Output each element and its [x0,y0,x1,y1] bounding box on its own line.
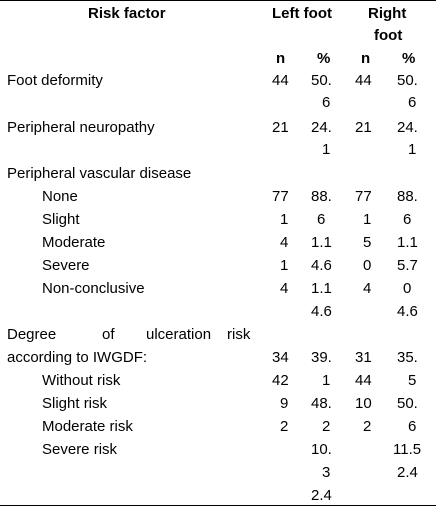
cell-left-n: 9 [280,395,289,412]
cell-right-pct-cont: 4.6 [397,303,418,320]
cell-right-pct-cont: 6 [408,94,417,111]
cell-right-n: 2 [363,418,372,435]
cell-left-pct: 50. [311,72,332,89]
header-n-left: n [276,50,286,67]
row-label: Severe risk [42,441,118,458]
cell-right-pct: 1.1 [397,234,418,251]
row-label: Without risk [42,372,121,389]
cell-left-pct: 1.1 [311,280,332,297]
cell-left-pct: 2 [322,418,331,435]
row-label: None [42,188,78,205]
cell-left-pct-cont: 2.4 [311,487,332,504]
cell-right-pct-cont: 2.4 [397,464,418,481]
row-label-word: ulceration [146,326,212,343]
cell-left-n: 2 [280,418,289,435]
cell-left-n: 44 [272,72,289,89]
cell-right-n: 31 [355,349,372,366]
cell-right-n: 1 [363,211,372,228]
cell-left-pct: 24. [311,119,332,136]
row-label-word: risk [227,326,251,343]
row-label: Slight [42,211,80,228]
cell-right-pct: 0 [403,280,412,297]
cell-right-pct: 5.7 [397,257,418,274]
cell-right-pct: 6 [408,418,417,435]
header-right-foot: Right [368,5,407,22]
cell-left-n: 21 [272,119,289,136]
row-label-word: of [102,326,115,343]
cell-right-pct-cont: 1 [408,141,417,158]
cell-left-pct-cont: 3 [322,464,331,481]
cell-right-n: 77 [355,188,372,205]
header-n-right: n [361,50,371,67]
cell-left-pct: 10. [311,441,332,458]
row-label: Non-conclusive [42,280,145,297]
cell-left-n: 34 [272,349,289,366]
row-label-word: Degree [7,326,57,343]
row-label: Foot deformity [7,72,103,89]
cell-left-n: 1 [280,211,289,228]
cell-left-n: 1 [280,257,289,274]
header-left-foot: Left foot [272,5,332,22]
header-right-foot-line2: foot [374,27,403,44]
row-label: Moderate [42,234,106,251]
cell-right-pct: 50. [397,395,418,412]
cell-left-pct: 1.1 [311,234,332,251]
cell-right-n: 4 [363,280,372,297]
cell-left-n: 77 [272,188,289,205]
header-pct-left: % [317,50,331,67]
row-label: Slight risk [42,395,108,412]
cell-left-n: 4 [280,280,289,297]
cell-left-pct: 1 [322,372,331,389]
top-rule [0,0,436,1]
row-label: according to IWGDF: [7,349,148,366]
cell-left-pct: 48. [311,395,332,412]
cell-left-n: 42 [272,372,289,389]
cell-right-pct: 35. [397,349,418,366]
cell-right-pct: 88. [397,188,418,205]
header-risk-factor: Risk factor [88,5,166,22]
cell-left-pct: 4.6 [311,257,332,274]
cell-right-n: 21 [355,119,372,136]
cell-right-n: 44 [355,72,372,89]
cell-left-pct-cont: 6 [322,94,331,111]
cell-left-pct-cont: 4.6 [311,303,332,320]
row-label: Peripheral neuropathy [7,119,155,136]
row-label: Moderate risk [42,418,133,435]
cell-right-pct: 6 [403,211,412,228]
cell-right-pct: 50. [397,72,418,89]
cell-right-n: 0 [363,257,372,274]
cell-right-n: 10 [355,395,372,412]
cell-right-pct: 24. [397,119,418,136]
cell-left-pct-cont: 1 [322,141,331,158]
cell-right-n: 44 [355,372,372,389]
cell-left-pct: 88. [311,188,332,205]
cell-left-pct: 6 [317,211,326,228]
cell-left-n: 4 [280,234,289,251]
cell-left-pct: 39. [311,349,332,366]
header-pct-right: % [402,50,416,67]
cell-right-pct: 5 [408,372,417,389]
cell-right-pct: 11.5 [393,441,422,458]
row-label: Severe [42,257,90,274]
row-label: Peripheral vascular disease [7,165,192,182]
cell-right-n: 5 [363,234,372,251]
